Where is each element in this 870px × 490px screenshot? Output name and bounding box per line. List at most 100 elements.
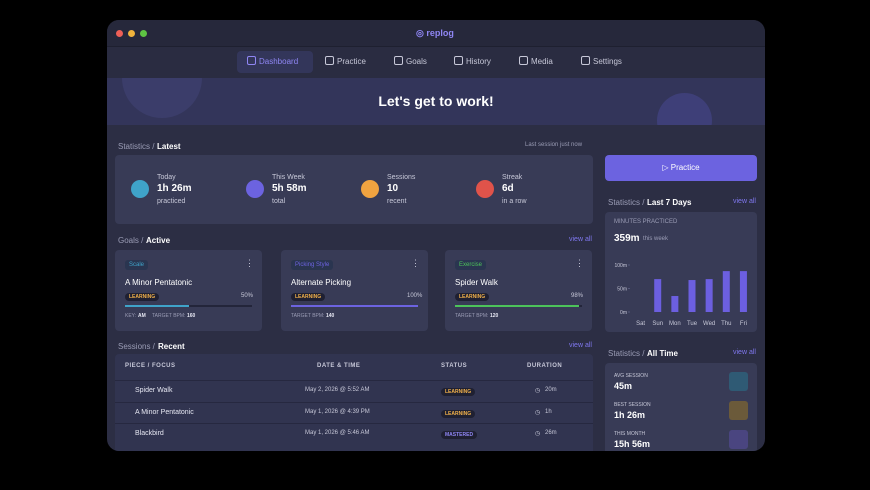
session-date: May 1, 2026 @ 4:39 PM [305,408,370,415]
bar [705,279,713,312]
session-duration: 26m [545,430,557,436]
view-all-link[interactable]: view all [733,349,756,356]
row-divider [115,380,593,381]
session-duration: 1h [545,408,552,415]
stat-sub: recent [387,198,407,205]
goal-progress-label: 100% [407,293,423,299]
stat-value: 1h 26m [157,183,192,194]
bar [671,296,679,312]
sessions-table [115,354,593,451]
session-date: May 1, 2026 @ 5:46 AM [305,430,370,436]
table-header: STATUS [441,363,468,369]
stat-icon [246,180,264,198]
goal-meta-key: TARGET BPM: [291,313,325,319]
stat-sub: total [272,198,286,205]
goal-menu: ⋮ [575,258,584,268]
week-card [605,212,757,332]
session-piece: Blackbird [135,430,164,437]
stat-label: Sessions [387,174,416,181]
max-dot[interactable] [140,30,147,37]
view-all-link[interactable]: view all [733,198,756,205]
goal-progress-bar [291,305,418,307]
nav-bar [107,46,765,79]
alltime-label: THIS MONTH [614,431,646,437]
x-tick-label: Wed [703,321,715,327]
section-prefix: Statistics / [118,142,155,151]
x-tick-label: Sat [636,321,645,327]
nav-icon [581,56,590,65]
stat-label: Today [157,174,176,181]
stats-card [115,155,593,224]
close-dot[interactable] [116,30,123,37]
goal-progress-bar [125,305,189,307]
stat-icon [131,180,149,198]
alltime-label: BEST SESSION [614,402,651,408]
x-tick-label: Mon [669,321,681,327]
goal-name: Spider Walk [455,278,498,287]
y-tick-label: 0m [620,310,627,316]
nav-item[interactable]: History [466,57,491,66]
goal-status: LEARNING [455,293,490,301]
table-header: DURATION [527,363,563,369]
goal-meta-value: 120 [490,313,499,319]
nav-icon [325,56,334,65]
clock-icon: ◷ [535,388,541,394]
bar [739,271,747,312]
nav-item[interactable]: Media [531,57,553,66]
bar [688,280,696,312]
nav-item[interactable]: Settings [593,57,622,66]
y-tick-label: 50m [617,287,627,293]
nav-icon [454,56,463,65]
alltime-icon [729,372,748,391]
alltime-icon [729,401,748,420]
x-tick-label: Fri [740,321,747,327]
stat-value: 5h 58m [272,183,307,194]
table-header: DATE & TIME [317,363,361,369]
alltime-label: AVG SESSION [614,373,648,379]
table-header: PIECE / FOCUS [125,363,176,369]
week-chart: 0m 50m 100m Sat Sun Mon Tue Wed Thu Fri [614,263,747,327]
section-prefix: Sessions / [118,342,155,351]
app-name: ◎ replog [416,28,454,38]
goal-tag: Picking Style [291,260,334,270]
practice-button[interactable]: ▷ Practice [605,155,757,181]
nav-item[interactable]: Practice [337,57,366,66]
hero: Let's get to work! [107,78,765,125]
y-tick-label: 100m [614,263,627,269]
alltime-value: 45m [614,381,633,391]
nav-item[interactable]: Goals [406,57,427,66]
week-total: 359m [614,233,640,244]
goal-menu: ⋮ [411,258,420,268]
goal-progress-bar [455,305,580,307]
goal-meta-key: TARGET BPM: [455,313,489,319]
nav-item[interactable]: Dashboard [259,57,299,66]
app-name-text: replog [426,28,454,38]
stat-icon [361,180,379,198]
stat-label: This Week [272,174,305,181]
session-date: May 2, 2026 @ 5:52 AM [305,387,370,393]
section-prefix: Statistics / [608,349,645,358]
goal-meta-key: TARGET BPM: [152,313,186,319]
goal-progress-label: 50% [241,293,254,299]
clock-icon: ◷ [535,409,541,416]
alltime-icon [729,430,748,449]
hero-title: Let's get to work! [378,93,494,109]
min-dot[interactable] [128,30,135,37]
view-all-link[interactable]: view all [569,236,592,243]
practice-button-label: Practice [670,163,700,172]
alltime-value: 1h 26m [614,410,646,420]
nav-icon [519,56,528,65]
view-all-link[interactable]: view all [569,342,592,349]
row-divider [115,423,593,424]
goal-status: LEARNING [125,293,160,301]
session-piece: Spider Walk [135,387,173,394]
row-divider [115,401,593,403]
goal-name: A Minor Pentatonic [125,278,193,287]
bar [722,271,730,312]
session-piece: A Minor Pentatonic [135,408,194,416]
title-bar [107,20,765,46]
section-prefix: Statistics / [608,198,645,207]
alltime-value: 15h 56m [614,439,651,449]
last-session-note: Last session just now [525,142,583,148]
session-status: LEARNING [441,388,476,396]
